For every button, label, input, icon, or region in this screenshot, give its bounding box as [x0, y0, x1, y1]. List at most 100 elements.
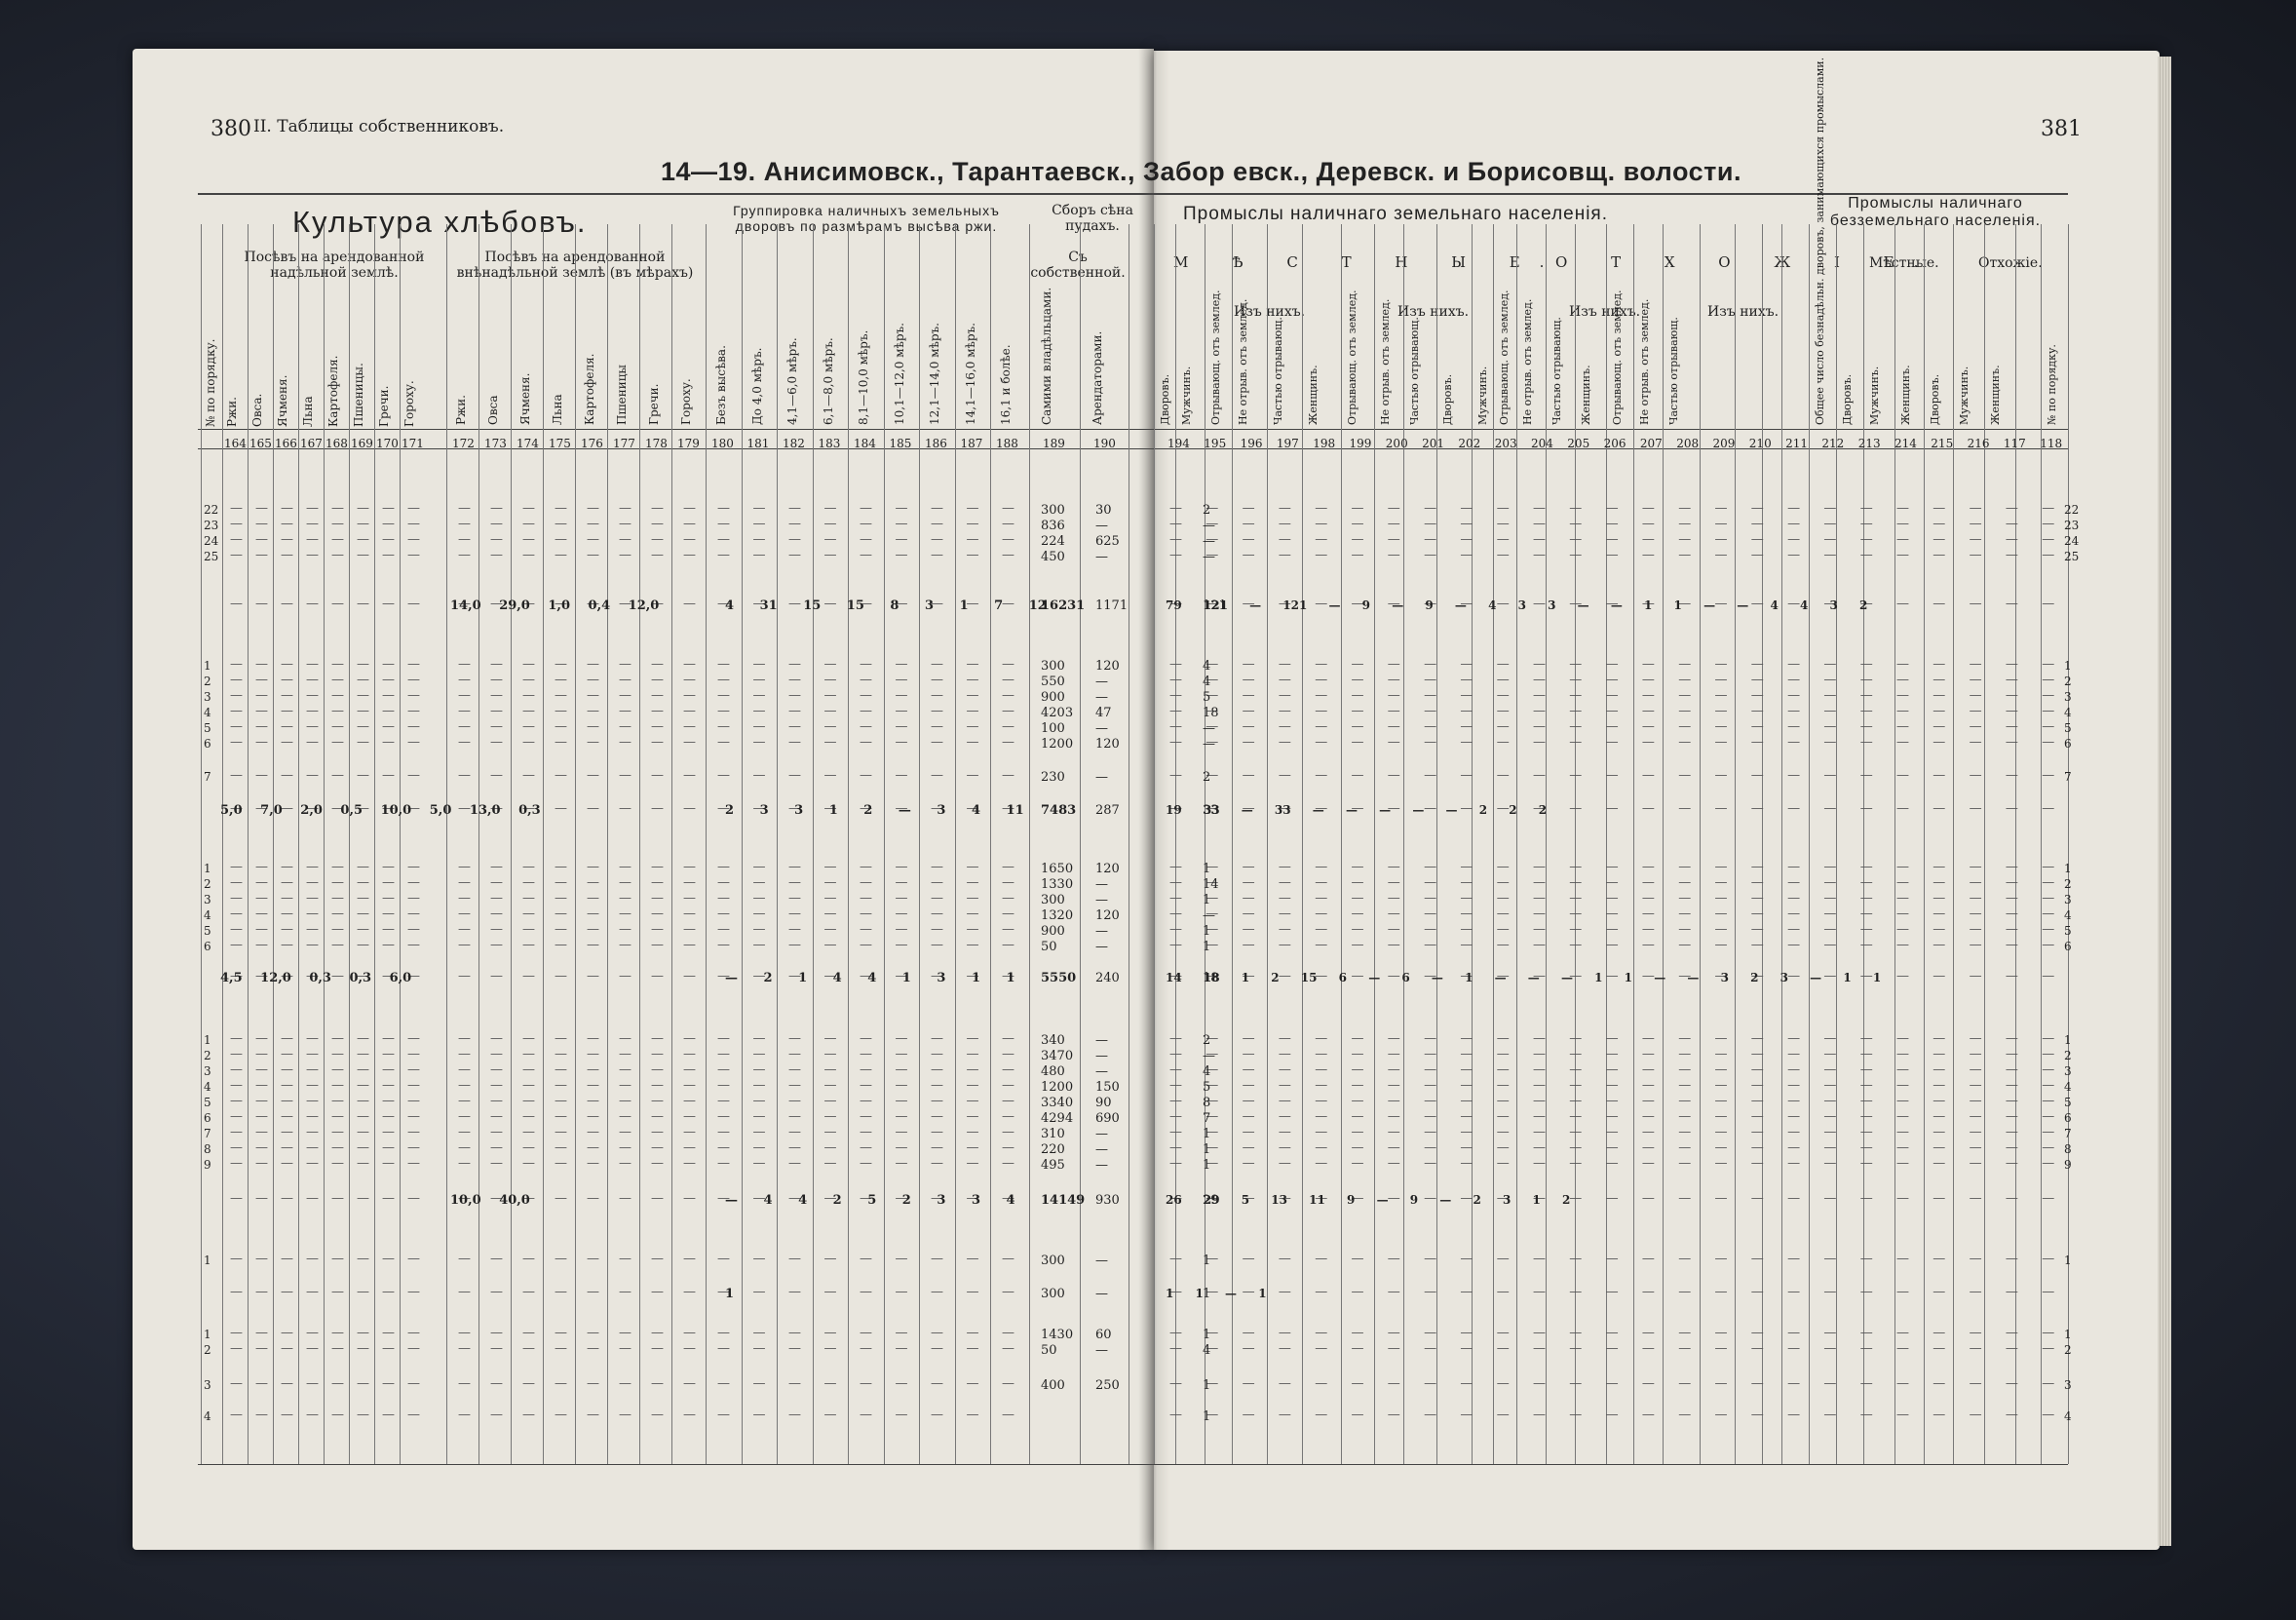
- dash-mark: —: [966, 1047, 979, 1061]
- dash-mark: —: [752, 1191, 766, 1206]
- dash-mark: —: [823, 1326, 837, 1340]
- dash-mark: —: [357, 860, 369, 874]
- dash-mark: —: [1533, 501, 1546, 516]
- dash-mark: —: [752, 875, 766, 890]
- dash-mark: —: [357, 1094, 369, 1108]
- dash-mark: —: [1605, 719, 1619, 734]
- dash-mark: —: [1387, 969, 1400, 984]
- dash-mark: —: [522, 1252, 535, 1266]
- sowing-allotment-header: Посѣвъ на арендованной надѣльной землѣ.: [244, 250, 425, 282]
- dash-mark: —: [1278, 1062, 1291, 1077]
- dash-mark: —: [717, 1047, 730, 1061]
- dash-mark: —: [860, 1252, 872, 1266]
- row-number: 4: [2064, 1409, 2072, 1423]
- dash-mark: —: [2042, 1094, 2055, 1108]
- column-header-label: Пшеницы: [615, 365, 629, 425]
- dash-mark: —: [1678, 1031, 1692, 1046]
- dash-mark: —: [458, 1078, 471, 1093]
- dash-mark: —: [651, 1109, 664, 1124]
- dash-mark: —: [823, 704, 837, 718]
- dash-mark: —: [331, 673, 344, 687]
- dash-mark: —: [587, 735, 599, 750]
- dash-mark: —: [1969, 1341, 1982, 1356]
- dash-mark: —: [1678, 768, 1692, 783]
- dash-mark: —: [1278, 1156, 1291, 1171]
- dash-mark: —: [1787, 517, 1801, 531]
- dash-mark: —: [1387, 735, 1400, 750]
- dash-mark: —: [1496, 597, 1510, 611]
- dash-mark: —: [860, 1326, 872, 1340]
- dash-mark: —: [1460, 657, 1473, 672]
- dash-mark: —: [1969, 801, 1982, 816]
- dash-mark: —: [1714, 1285, 1728, 1299]
- dash-mark: —: [931, 1031, 943, 1046]
- total-sowing: 14,0 29,0 1,0 0,4 12,0: [450, 598, 660, 613]
- dash-mark: —: [1823, 938, 1837, 952]
- dash-mark: —: [895, 906, 908, 921]
- dash-mark: —: [1859, 768, 1873, 783]
- dash-mark: —: [1387, 1285, 1400, 1299]
- dash-mark: —: [1569, 1156, 1583, 1171]
- dash-mark: —: [2005, 801, 2018, 816]
- dash-mark: —: [1460, 969, 1473, 984]
- column-rule: [883, 224, 885, 1464]
- hay-value: 4203: [1041, 706, 1074, 720]
- row-number: 2: [2064, 1049, 2072, 1062]
- dash-mark: —: [1315, 735, 1328, 750]
- column-rule: [1175, 224, 1176, 1464]
- dash-mark: —: [966, 906, 979, 921]
- dash-mark: —: [1278, 768, 1291, 783]
- dash-mark: —: [306, 517, 319, 531]
- dash-mark: —: [1533, 1156, 1546, 1171]
- column-number: 167: [300, 437, 323, 450]
- dash-mark: —: [1714, 597, 1728, 611]
- dash-mark: —: [1605, 1125, 1619, 1139]
- dash-mark: —: [1750, 1408, 1764, 1422]
- column-number: 190: [1093, 437, 1116, 450]
- dash-mark: —: [1932, 1031, 1946, 1046]
- dash-mark: —: [1315, 597, 1328, 611]
- dash-mark: —: [1205, 1062, 1219, 1077]
- dash-mark: —: [407, 1156, 420, 1171]
- dash-mark: —: [931, 1062, 943, 1077]
- dash-mark: —: [555, 1285, 567, 1299]
- dash-mark: —: [1169, 922, 1182, 937]
- dash-mark: —: [1569, 1376, 1583, 1391]
- dash-mark: —: [1533, 688, 1546, 703]
- dash-mark: —: [555, 1140, 567, 1155]
- dash-mark: —: [281, 501, 293, 516]
- dash-mark: —: [1678, 938, 1692, 952]
- dash-mark: —: [717, 1094, 730, 1108]
- dash-mark: —: [230, 1326, 243, 1340]
- dash-mark: —: [788, 1341, 801, 1356]
- dash-mark: —: [823, 801, 837, 816]
- dash-mark: —: [1641, 891, 1655, 906]
- dash-mark: —: [1351, 657, 1364, 672]
- dash-mark: —: [2005, 501, 2018, 516]
- dash-mark: —: [522, 875, 535, 890]
- dash-mark: —: [522, 532, 535, 547]
- dash-mark: —: [1969, 597, 1982, 611]
- column-header-label: Мужчинъ.: [1868, 366, 1881, 425]
- dash-mark: —: [1569, 1047, 1583, 1061]
- dash-mark: —: [522, 768, 535, 783]
- dash-mark: —: [1678, 719, 1692, 734]
- dash-mark: —: [788, 1252, 801, 1266]
- dash-mark: —: [1569, 597, 1583, 611]
- dash-mark: —: [1169, 501, 1182, 516]
- row-number: 1: [2064, 862, 2072, 875]
- dash-mark: —: [823, 1109, 837, 1124]
- dash-mark: —: [966, 673, 979, 687]
- dash-mark: —: [651, 1140, 664, 1155]
- dash-mark: —: [357, 1125, 369, 1139]
- dash-mark: —: [1969, 1191, 1982, 1206]
- dash-mark: —: [1424, 548, 1437, 562]
- dash-mark: —: [2005, 969, 2018, 984]
- dash-mark: —: [1750, 704, 1764, 718]
- dash-mark: —: [860, 1408, 872, 1422]
- dash-mark: —: [555, 1156, 567, 1171]
- dash-mark: —: [1387, 1031, 1400, 1046]
- hay-value: 340: [1041, 1033, 1065, 1048]
- dash-mark: —: [752, 548, 766, 562]
- dash-mark: —: [331, 768, 344, 783]
